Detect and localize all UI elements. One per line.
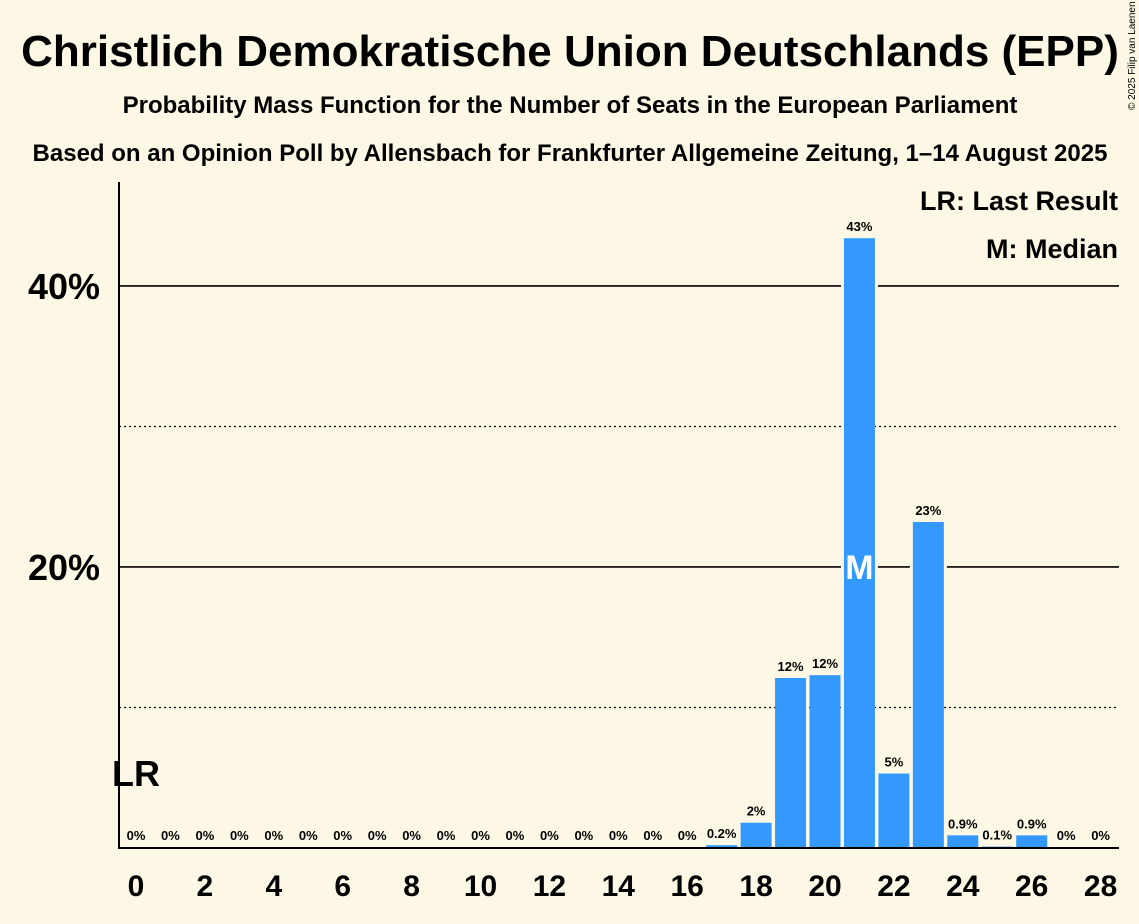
x-tick-label: 2 [197,870,214,903]
x-tick-label: 28 [1084,870,1117,903]
bar-value-label: 0% [1091,828,1110,843]
bar-value-label: 0% [161,828,180,843]
bar-value-label: 0% [540,828,559,843]
legend-entry: LR: Last Result [920,186,1118,216]
bar-value-label: 43% [846,219,872,234]
legend-entry: M: Median [986,234,1118,264]
bar-value-label: 0% [333,828,352,843]
chart-title: Christlich Demokratische Union Deutschla… [21,27,1119,76]
bar-value-label: 5% [885,755,904,770]
x-tick-label: 24 [946,870,980,903]
x-tick-label: 14 [602,870,636,903]
x-tick-label: 6 [334,870,351,903]
bar [740,822,772,848]
y-tick-label: 40% [28,266,100,307]
chart-source-line: Based on an Opinion Poll by Allensbach f… [33,140,1108,167]
gridlines [119,283,1119,709]
x-tick-label: 18 [739,870,772,903]
x-tick-label: 8 [403,870,420,903]
bar-value-label: 0% [368,828,387,843]
bar-value-label: 0% [643,828,662,843]
bar [775,677,807,848]
x-tick-label: 16 [671,870,704,903]
x-tick-label: 0 [128,870,145,903]
bar-value-label: 0.1% [982,828,1012,843]
bar-value-label: 23% [915,503,941,518]
bar-value-label: 0% [609,828,628,843]
bar-value-label: 0% [471,828,490,843]
bar [947,835,979,848]
bar-value-label: 12% [778,659,804,674]
bar-value-label: 0.9% [1017,816,1047,831]
bar [878,773,910,848]
bar-value-label: 12% [812,656,838,671]
bar-value-label: 0% [506,828,525,843]
y-axis-ticks: 20% 40% [28,266,100,588]
bar-value-label: 0% [196,828,215,843]
x-tick-label: 12 [533,870,566,903]
bar-value-label: 0% [678,828,697,843]
x-tick-label: 20 [808,870,841,903]
bar [706,845,738,848]
y-tick-label: 20% [28,547,100,588]
bar-value-label: 0% [230,828,249,843]
bar-value-label: 0% [299,828,318,843]
median-marker: M [845,549,873,587]
bar [843,238,875,849]
chart-subtitle: Probability Mass Function for the Number… [123,92,1018,119]
bar-value-label: 0% [402,828,421,843]
x-axis-ticks: 0 2 4 6 8 10 12 14 16 18 20 22 24 26 28 [128,870,1118,903]
bar-value-label: 0% [1057,828,1076,843]
x-tick-label: 26 [1015,870,1048,903]
bar [912,522,944,848]
x-tick-label: 10 [464,870,497,903]
x-tick-label: 4 [265,870,282,903]
bars [706,238,1048,849]
bar-value-label: 0% [437,828,456,843]
bar-value-label: 0% [127,828,146,843]
x-tick-label: 22 [877,870,910,903]
bar-value-label: 0.9% [948,816,978,831]
bar-value-label: 0% [574,828,593,843]
bar [1016,835,1048,848]
bar [809,675,841,848]
data-labels: 0% 0% 0% 0% 0% 0% 0% 0% 0% 0% 0% 0% 0% 0% 0% 0% 0% 0.2% 2%… [127,219,1111,843]
bar-value-label: 0% [264,828,283,843]
copyright-notice: © 2025 Filip van Laenen [1127,1,1138,110]
markers: LRM [112,549,874,794]
legend: LR: Last Result M: Median [920,186,1118,264]
bar-value-label: 2% [747,804,766,819]
bar-value-label: 0.2% [707,826,737,841]
